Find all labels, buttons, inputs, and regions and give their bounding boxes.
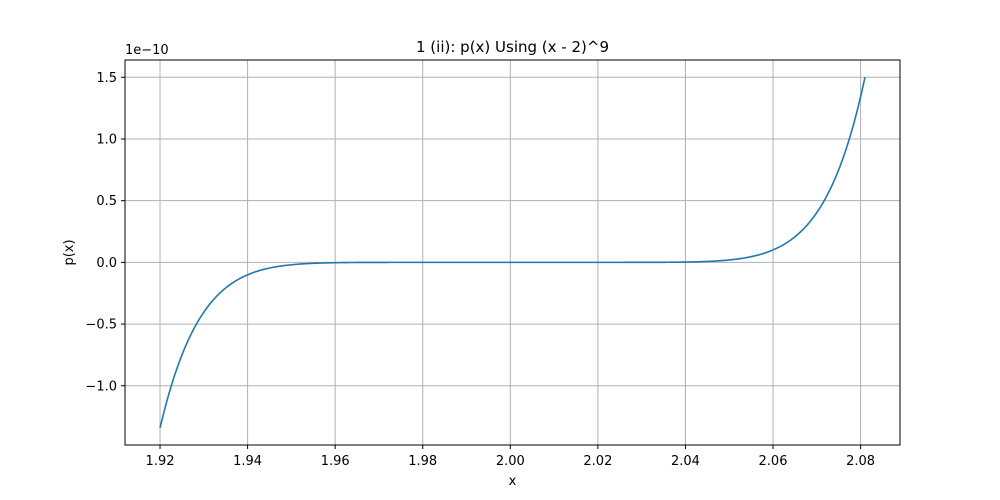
x-axis-label: x bbox=[509, 474, 517, 489]
y-tick-label: 1.5 bbox=[96, 71, 117, 86]
y-tick-label: −0.5 bbox=[85, 318, 117, 333]
ticks: 1.92 1.94 1.96 1.98 2.00 2.02 2.04 2.06 2.08 −1.0… bbox=[85, 71, 875, 469]
grid bbox=[125, 60, 900, 445]
x-tick-label: 2.02 bbox=[583, 454, 612, 469]
x-tick-label: 2.00 bbox=[496, 454, 525, 469]
series-line bbox=[159, 76, 866, 429]
plot-area bbox=[159, 76, 866, 429]
axes-frame bbox=[124, 59, 901, 446]
x-tick-label: 2.06 bbox=[759, 454, 788, 469]
x-tick-label: 1.96 bbox=[321, 454, 350, 469]
x-tick-label: 1.98 bbox=[408, 454, 437, 469]
chart-title: 1 (ii): p(x) Using (x - 2)^9 bbox=[416, 38, 609, 56]
y-tick-label: −1.0 bbox=[85, 379, 117, 394]
y-offset-label: 1e−10 bbox=[125, 43, 169, 58]
y-tick-label: 1.0 bbox=[96, 132, 117, 147]
x-tick-label: 1.92 bbox=[146, 454, 175, 469]
x-tick-label: 1.94 bbox=[233, 454, 262, 469]
y-tick-label: 0.5 bbox=[96, 194, 117, 209]
y-tick-label: 0.0 bbox=[96, 256, 117, 271]
x-tick-label: 2.04 bbox=[671, 454, 700, 469]
y-axis-label: p(x) bbox=[62, 239, 77, 265]
x-tick-label: 2.08 bbox=[846, 454, 875, 469]
